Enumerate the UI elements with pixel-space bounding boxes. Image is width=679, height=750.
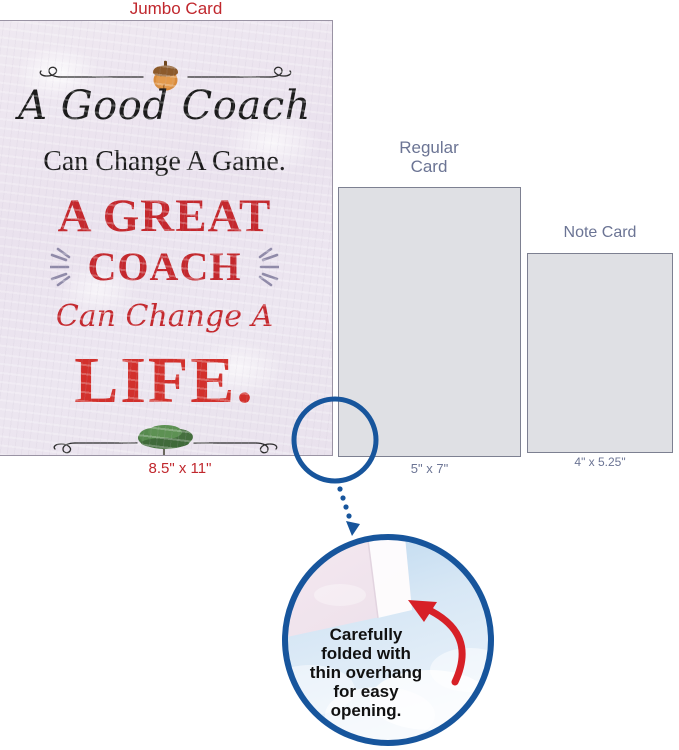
starburst-rays-icon-right [259, 247, 280, 286]
jumbo-card-preview: A Good Coach Can Change A Game. A GREAT … [0, 20, 333, 456]
jumbo-art-line-4-row: COACH [0, 243, 332, 290]
jumbo-card-title: Jumbo Card [129, 0, 223, 18]
starburst-rays-icon [49, 247, 70, 286]
jumbo-art-line-5: Can Change A [55, 299, 274, 334]
regular-card-dimensions: 5" x 7" [410, 461, 449, 476]
note-card-title: Note Card [563, 224, 637, 241]
bottom-ornament [0, 423, 332, 455]
jumbo-art-line-4: COACH [87, 244, 242, 289]
regular-card-title: Regular Card [399, 138, 459, 177]
jumbo-art-line-1: A Good Coach [18, 83, 311, 129]
oak-tree-icon [138, 425, 193, 455]
top-ornament [0, 59, 332, 93]
note-card-dimensions: 4" x 5.25" [574, 455, 626, 469]
acorn-icon [153, 60, 178, 92]
jumbo-art-line-3: A GREAT [57, 190, 272, 242]
jumbo-art-line-6: LIFE. [74, 344, 255, 417]
acorn-divider-icon [39, 60, 292, 92]
oak-tree-divider-icon [53, 425, 278, 455]
regular-card-preview [338, 187, 521, 457]
dotted-connector-icon [337, 486, 360, 536]
jumbo-card-dimensions: 8.5" x 11" [148, 460, 212, 477]
callout-caption: Carefully folded with thin overhang for … [309, 625, 423, 721]
jumbo-art-line-2: Can Change A Game. [43, 146, 286, 177]
note-card-preview [527, 253, 673, 453]
